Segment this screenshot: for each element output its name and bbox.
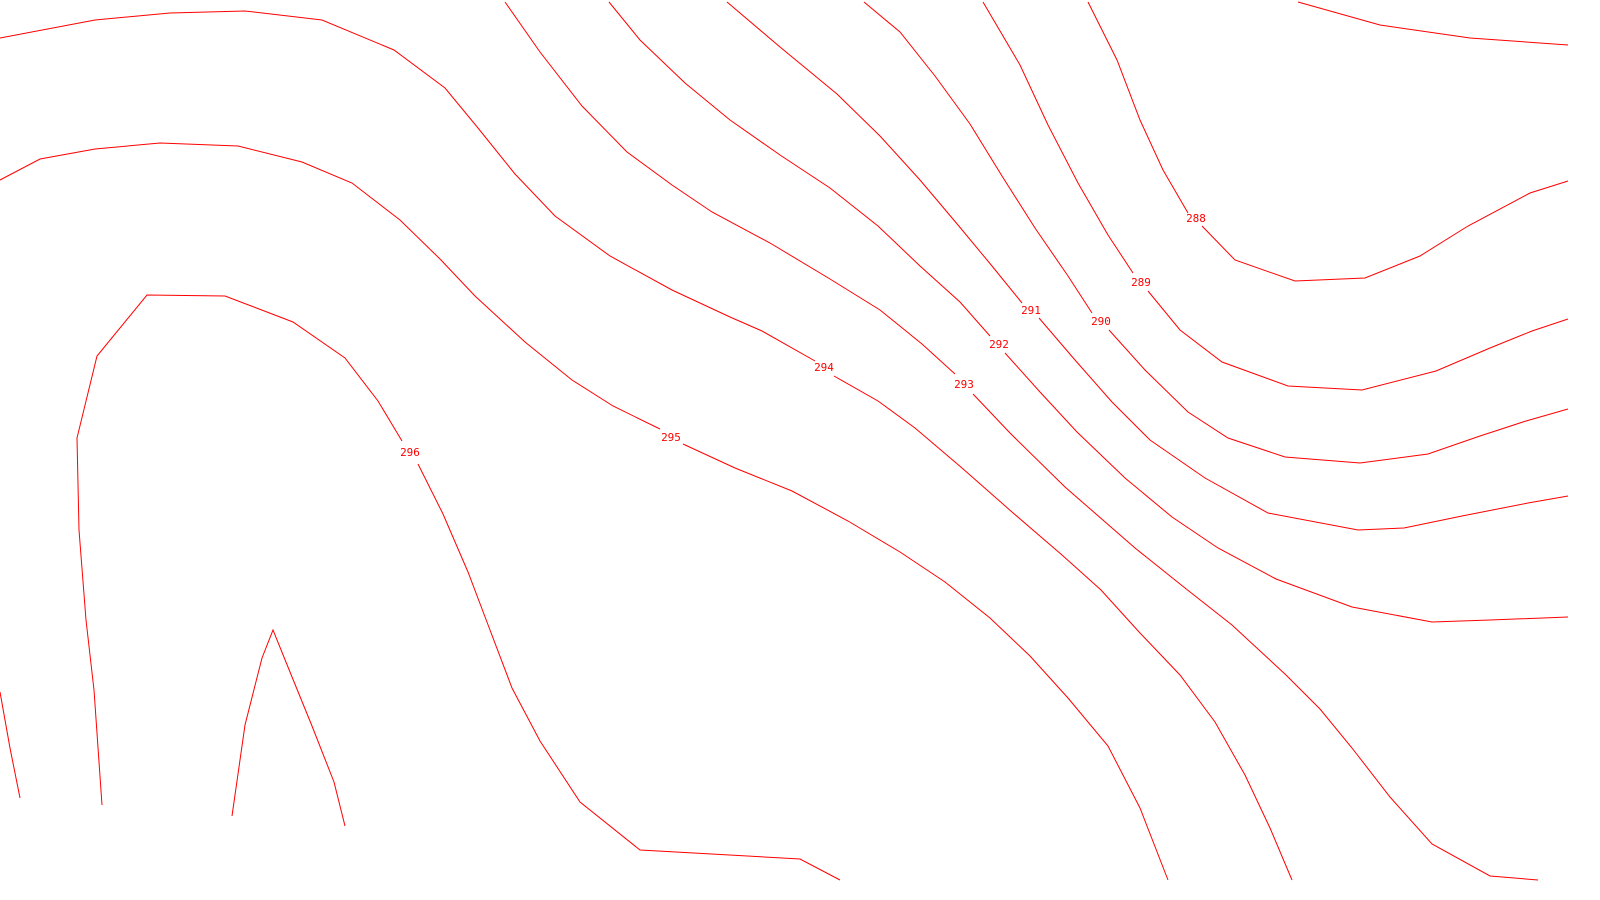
contour-line-289b [1147, 290, 1569, 391]
contour-label-295: 295 [661, 431, 681, 444]
contour-line-288-upper [1297, 1, 1569, 46]
contour-line-293b [972, 393, 1539, 881]
contour-label-288: 288 [1186, 212, 1206, 225]
contour-line-288b [1201, 180, 1569, 282]
contour-label-291: 291 [1021, 304, 1041, 317]
contour-label-296: 296 [400, 446, 420, 459]
contour-label-290: 290 [1091, 315, 1111, 328]
contour-line-292 [608, 1, 991, 337]
contour-line-296 [76, 294, 403, 806]
contour-line-291 [726, 1, 1023, 304]
contour-label-292: 292 [989, 338, 1009, 351]
contour-line-290 [863, 1, 1093, 314]
contour-line-296b [417, 463, 841, 881]
contour-line-293 [504, 1, 956, 375]
contour-line-289 [982, 1, 1134, 274]
contour-line-lower-left-edge [0, 691, 21, 799]
contour-line-295b [682, 443, 1169, 881]
contour-label-294: 294 [814, 361, 834, 374]
contour-line-lower-left-peak [231, 628, 346, 827]
contour-line-294 [0, 10, 816, 362]
contour-label-289: 289 [1131, 276, 1151, 289]
contour-line-288 [1087, 1, 1189, 214]
contour-label-293: 293 [954, 378, 974, 391]
contour-line-295 [0, 142, 661, 430]
contour-line-290b [1108, 329, 1569, 464]
contour-line-294b [833, 375, 1293, 881]
contour-line-292b [1004, 352, 1569, 623]
contour-line-291b [1038, 317, 1569, 531]
